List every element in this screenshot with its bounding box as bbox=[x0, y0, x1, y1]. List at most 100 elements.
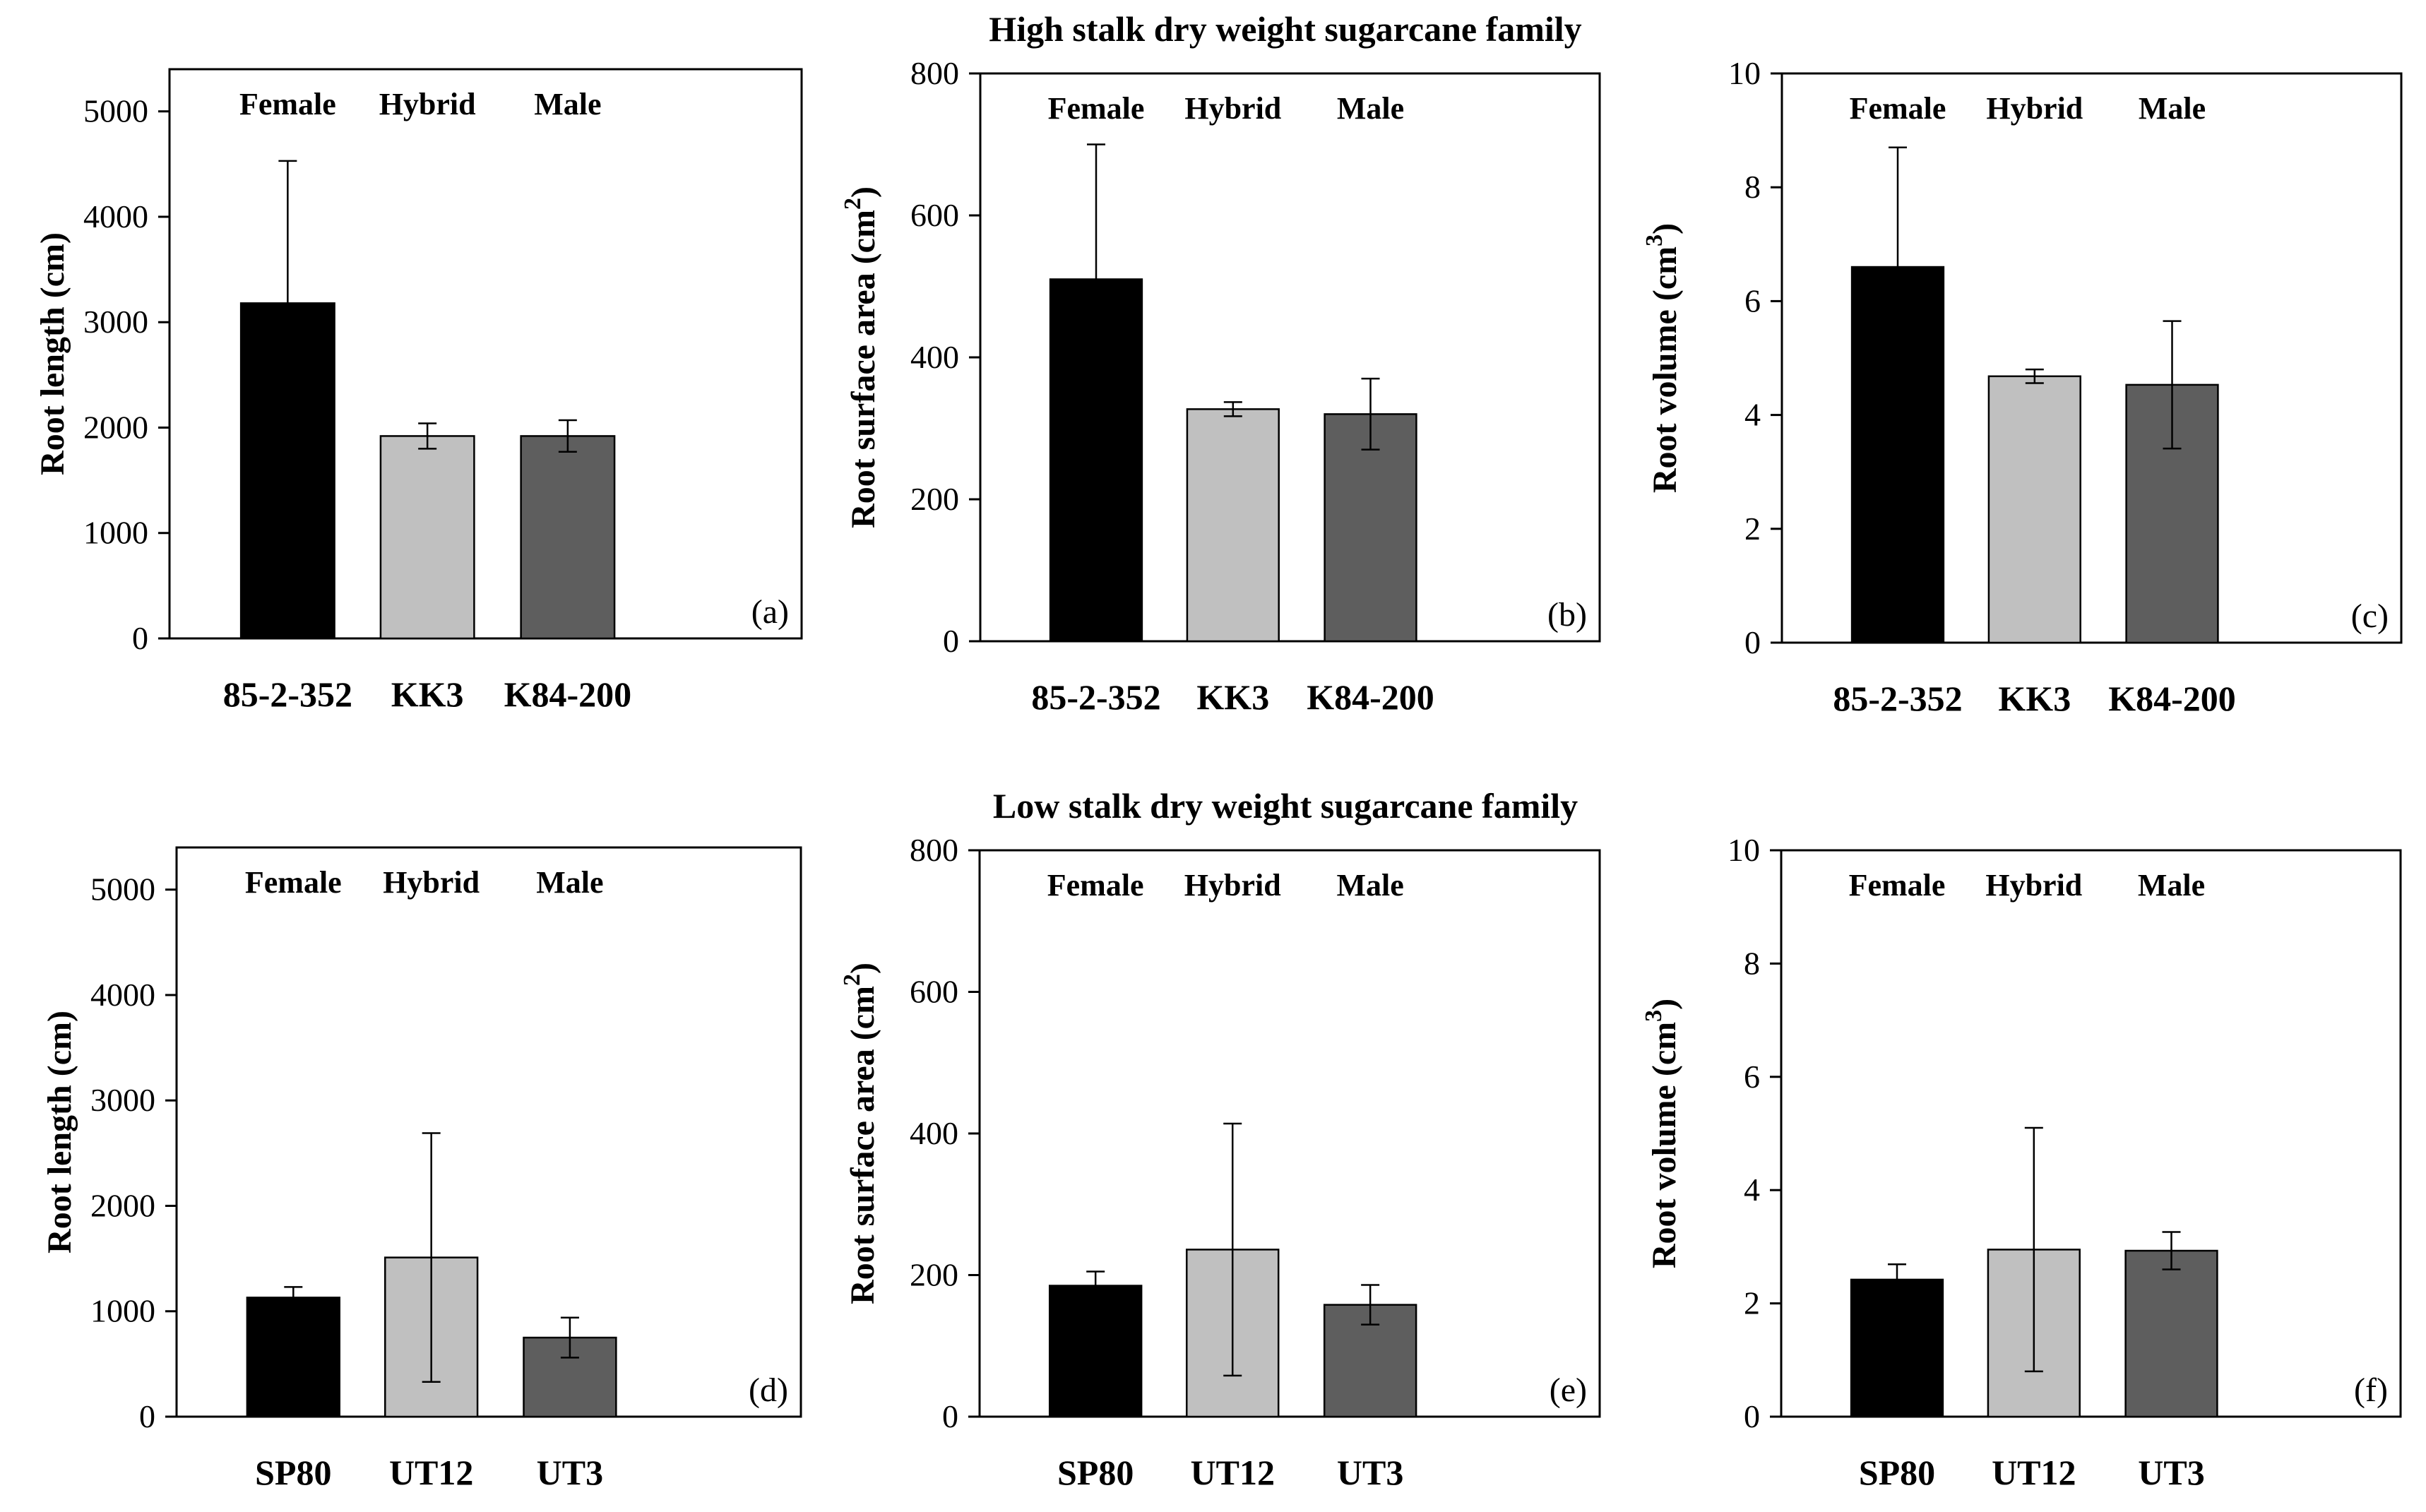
x-category-label: KK3 bbox=[1998, 679, 2071, 718]
y-axis-title-superscript: 3 bbox=[1641, 1010, 1667, 1022]
y-tick-label: 4 bbox=[1744, 397, 1761, 433]
role-label-hybrid: Hybrid bbox=[1986, 91, 2083, 126]
y-tick-label: 2000 bbox=[83, 409, 148, 445]
y-tick-label: 6 bbox=[1744, 1059, 1760, 1095]
y-tick-label: 4000 bbox=[90, 977, 155, 1013]
x-category-label: UT12 bbox=[389, 1453, 473, 1492]
bar-SP80 bbox=[1850, 1278, 1944, 1418]
x-category-label: KK3 bbox=[1196, 677, 1269, 717]
role-label-female: Female bbox=[1850, 91, 1946, 126]
y-tick-label: 0 bbox=[132, 620, 148, 656]
y-axis-title-text: Root length (cm) bbox=[41, 1011, 78, 1254]
row-title-low: Low stalk dry weight sugarcane family bbox=[993, 786, 1578, 826]
y-tick-label: 0 bbox=[1744, 1398, 1760, 1434]
plot-frame bbox=[175, 846, 802, 1418]
role-label-female: Female bbox=[1849, 868, 1946, 903]
x-category-label: UT12 bbox=[1992, 1453, 2076, 1492]
panel-e: 0 200 400 600 800 Root surface area (cm2) Fema… bbox=[839, 832, 1601, 1492]
y-tick-label: 3000 bbox=[90, 1082, 155, 1118]
role-label-female: Female bbox=[1048, 91, 1145, 126]
y-tick-label: 5000 bbox=[90, 871, 155, 907]
bar-UT3 bbox=[2124, 1249, 2218, 1418]
y-tick-label: 2 bbox=[1744, 1285, 1760, 1321]
y-axis-title: Root length (cm) bbox=[41, 1011, 78, 1254]
y-tick-label: 0 bbox=[139, 1398, 155, 1434]
role-label-hybrid: Hybrid bbox=[383, 865, 480, 900]
x-category-label: UT12 bbox=[1190, 1453, 1274, 1492]
role-label-male: Male bbox=[2139, 91, 2206, 126]
y-axis-title: Root length (cm) bbox=[34, 232, 71, 475]
y-tick-label: 5000 bbox=[83, 93, 148, 129]
x-category-label: UT3 bbox=[1337, 1453, 1403, 1492]
y-axis-title-text: Root surface area (cm bbox=[844, 986, 881, 1304]
y-axis-title-text: Root volume (cm bbox=[1646, 246, 1684, 493]
role-label-male: Male bbox=[534, 87, 601, 121]
row-title-high: High stalk dry weight sugarcane family bbox=[989, 9, 1581, 49]
y-tick-label: 4 bbox=[1744, 1172, 1760, 1208]
panel-label: (d) bbox=[749, 1371, 788, 1409]
y-tick-label: 200 bbox=[910, 481, 959, 517]
y-tick-label: 0 bbox=[1744, 624, 1761, 660]
x-category-label: 85-2-352 bbox=[223, 674, 352, 714]
bar-KK3 bbox=[1987, 375, 2081, 644]
panel-d: 0 1000 2000 3000 4000 5000 Root length (cm) Fem… bbox=[41, 846, 802, 1492]
y-axis-title-tail: ) bbox=[1646, 223, 1684, 234]
panel-a: 0 1000 2000 3000 4000 5000 Root length (cm) Fem… bbox=[34, 68, 803, 714]
x-category-label: SP80 bbox=[1859, 1453, 1935, 1492]
y-tick-label: 10 bbox=[1728, 55, 1761, 91]
panel-label: (c) bbox=[2351, 597, 2389, 635]
y-axis-title: Root volume (cm3) bbox=[1641, 999, 1683, 1268]
x-category-label: K84-200 bbox=[2108, 679, 2236, 718]
y-tick-label: 1000 bbox=[90, 1293, 155, 1329]
x-category-label: 85-2-352 bbox=[1031, 677, 1160, 717]
y-tick-label: 0 bbox=[943, 623, 959, 659]
y-axis-title-superscript: 2 bbox=[839, 974, 865, 986]
y-axis-title: Root surface area (cm2) bbox=[839, 963, 881, 1304]
y-tick-label: 8 bbox=[1744, 945, 1760, 981]
panel-label: (f) bbox=[2354, 1371, 2388, 1409]
bar-KK3 bbox=[1186, 408, 1280, 643]
x-category-label: K84-200 bbox=[504, 674, 632, 714]
x-category-label: KK3 bbox=[391, 674, 464, 714]
y-axis-title: Root volume (cm3) bbox=[1641, 223, 1684, 493]
panel-b: 0 200 400 600 800 Root surface area (cm2) Fema… bbox=[840, 55, 1601, 717]
x-category-label: SP80 bbox=[255, 1453, 331, 1492]
y-tick-label: 4000 bbox=[83, 198, 148, 234]
bar-SP80 bbox=[246, 1297, 340, 1418]
role-label-hybrid: Hybrid bbox=[379, 87, 476, 121]
y-axis-title-text: Root surface area (cm bbox=[845, 210, 882, 528]
y-tick-label: 3000 bbox=[83, 304, 148, 340]
plot-frame bbox=[1780, 72, 2403, 644]
role-label-hybrid: Hybrid bbox=[1985, 868, 2082, 903]
y-axis-title-text: Root volume (cm bbox=[1646, 1022, 1683, 1268]
y-axis-title-tail: ) bbox=[845, 186, 882, 198]
panel-f: 0 2 4 6 8 10 Root volume (cm3) Female SP80 Hybrid… bbox=[1641, 832, 2402, 1492]
x-category-label: UT3 bbox=[2138, 1453, 2204, 1492]
y-axis-title-tail: ) bbox=[844, 963, 881, 974]
bar-SP80 bbox=[1048, 1285, 1143, 1418]
y-tick-label: 8 bbox=[1744, 169, 1761, 205]
role-label-male: Male bbox=[1337, 91, 1404, 126]
y-axis-title-tail: ) bbox=[1646, 999, 1683, 1010]
y-tick-label: 2000 bbox=[90, 1187, 155, 1223]
y-tick-label: 600 bbox=[910, 197, 959, 233]
y-tick-label: 200 bbox=[910, 1257, 958, 1293]
x-category-label: K84-200 bbox=[1307, 677, 1434, 717]
bar-KK3 bbox=[379, 435, 475, 640]
plot-frame bbox=[168, 68, 803, 640]
role-label-hybrid: Hybrid bbox=[1184, 91, 1281, 126]
y-tick-label: 800 bbox=[910, 832, 958, 868]
role-label-male: Male bbox=[1336, 868, 1403, 903]
panel-c: 0 2 4 6 8 10 Root volume (cm3) Female 85-2-352 Hy… bbox=[1641, 55, 2403, 718]
role-label-male: Male bbox=[536, 865, 603, 900]
panel-label: (a) bbox=[751, 593, 789, 631]
bar-K84-200 bbox=[520, 435, 616, 640]
y-tick-label: 0 bbox=[942, 1398, 958, 1434]
plot-frame bbox=[1780, 849, 2402, 1418]
panel-label: (b) bbox=[1547, 596, 1587, 633]
y-axis-title-superscript: 2 bbox=[840, 198, 866, 210]
y-tick-label: 400 bbox=[910, 1115, 958, 1151]
role-label-female: Female bbox=[1047, 868, 1144, 903]
y-tick-label: 10 bbox=[1728, 832, 1760, 868]
